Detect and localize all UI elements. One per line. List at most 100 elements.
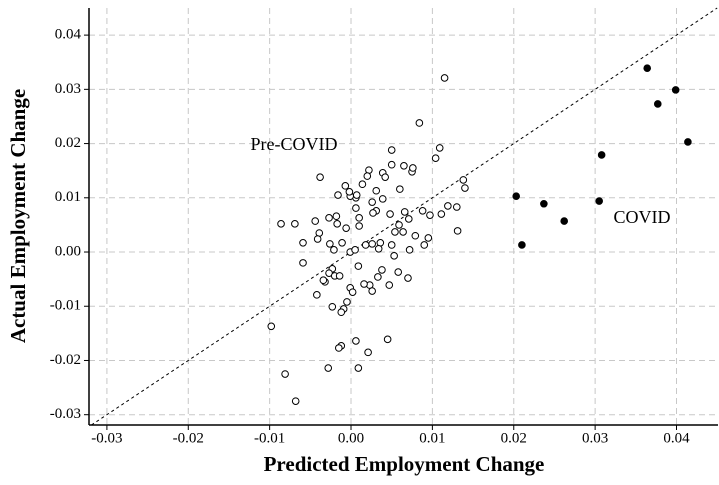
point xyxy=(337,308,346,317)
point xyxy=(453,227,462,235)
point xyxy=(311,217,320,225)
point xyxy=(352,204,360,212)
point xyxy=(369,209,377,217)
x-tick-label: -0.01 xyxy=(254,430,285,446)
point xyxy=(684,138,692,146)
point xyxy=(281,370,289,378)
point xyxy=(335,344,343,352)
point xyxy=(540,199,548,208)
point xyxy=(342,224,350,232)
point xyxy=(372,186,381,195)
point xyxy=(400,161,408,170)
x-tick-label: 0.04 xyxy=(663,430,690,446)
y-tick-label: 0.03 xyxy=(55,81,81,97)
point xyxy=(405,246,414,254)
point xyxy=(335,272,344,280)
point xyxy=(426,211,434,219)
point xyxy=(325,214,333,222)
point xyxy=(396,185,404,193)
point xyxy=(277,220,285,228)
reference-line xyxy=(91,7,718,426)
point xyxy=(671,86,680,94)
point xyxy=(326,240,334,248)
point xyxy=(313,235,322,243)
point xyxy=(378,195,387,203)
point xyxy=(420,241,429,249)
point xyxy=(364,348,372,357)
point xyxy=(354,262,363,270)
point xyxy=(363,172,372,180)
point xyxy=(299,259,307,267)
point xyxy=(415,119,424,127)
point xyxy=(395,221,403,229)
x-tick-label: 0.00 xyxy=(338,430,364,446)
point xyxy=(352,191,361,199)
point xyxy=(332,212,341,221)
point xyxy=(358,180,367,189)
y-tick-label: -0.02 xyxy=(50,352,81,368)
point xyxy=(400,208,409,216)
point xyxy=(440,74,449,82)
point xyxy=(345,188,354,196)
point xyxy=(338,238,346,247)
point xyxy=(394,268,403,276)
point xyxy=(381,173,389,181)
point xyxy=(267,322,276,331)
y-axis-title: Actual Employment Change xyxy=(6,89,30,343)
y-tick-label: 0.01 xyxy=(55,189,81,205)
y-tick-label: -0.01 xyxy=(50,298,81,314)
point xyxy=(424,234,433,242)
y-tick-label: 0.02 xyxy=(55,135,81,151)
point xyxy=(368,240,376,248)
y-tick-label: -0.03 xyxy=(50,406,81,422)
point xyxy=(437,210,446,218)
point xyxy=(409,164,417,172)
point xyxy=(404,215,413,223)
y-tick-label: 0.04 xyxy=(55,27,82,43)
point xyxy=(355,222,363,230)
point xyxy=(461,184,469,192)
point xyxy=(452,203,461,211)
point xyxy=(390,252,398,260)
point xyxy=(343,298,351,306)
point xyxy=(316,173,324,181)
point xyxy=(597,151,606,159)
point xyxy=(334,191,342,199)
point xyxy=(378,266,386,274)
x-tick-label: 0.02 xyxy=(501,430,527,446)
point xyxy=(643,64,652,72)
point xyxy=(330,246,338,254)
point xyxy=(435,144,444,152)
point xyxy=(518,241,526,249)
x-axis-title: Predicted Employment Change xyxy=(264,452,545,476)
point xyxy=(383,335,392,344)
point xyxy=(385,281,394,289)
point xyxy=(341,182,350,190)
point xyxy=(411,231,420,240)
x-tick-label: 0.03 xyxy=(582,430,608,446)
point xyxy=(418,207,427,215)
point xyxy=(351,246,359,254)
point xyxy=(328,302,337,311)
point xyxy=(387,160,396,169)
point xyxy=(354,364,363,372)
point xyxy=(374,273,382,281)
point xyxy=(361,241,370,249)
point xyxy=(431,154,440,163)
annotation: Pre-COVID xyxy=(251,134,338,154)
point xyxy=(355,214,363,222)
point xyxy=(399,228,407,236)
point xyxy=(333,220,341,228)
annotation: COVID xyxy=(614,207,671,227)
point xyxy=(391,228,399,236)
point xyxy=(291,397,300,405)
point xyxy=(324,364,333,372)
point xyxy=(459,176,468,184)
point xyxy=(299,238,307,247)
point xyxy=(319,276,328,285)
point xyxy=(368,287,376,295)
point xyxy=(595,197,603,205)
x-tick-label: -0.02 xyxy=(173,430,204,446)
point xyxy=(387,241,396,249)
